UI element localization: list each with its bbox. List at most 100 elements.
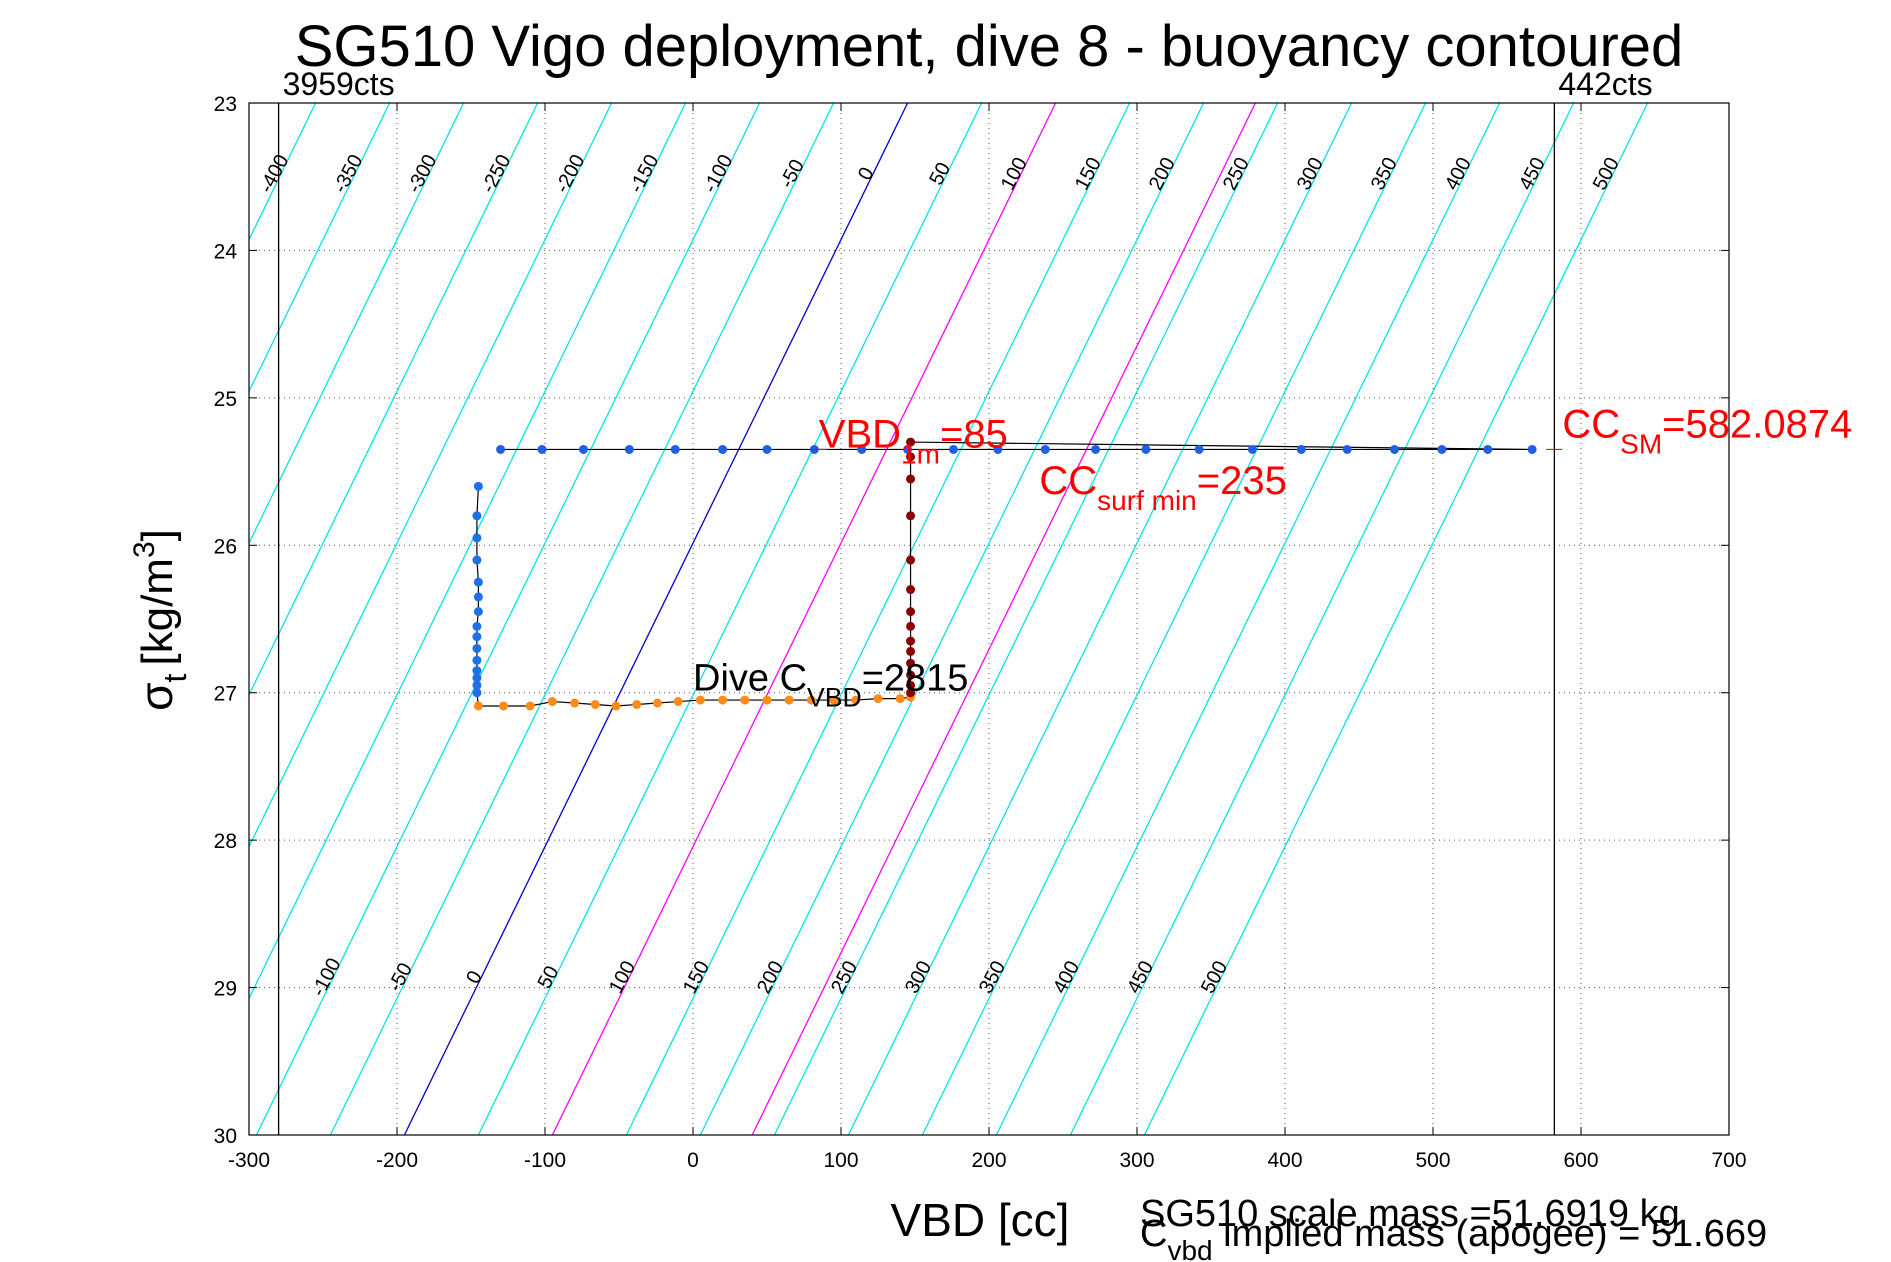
trajectory-point-surface xyxy=(903,444,913,454)
svg-text:σt[kg/m3]: σt [kg/m3] xyxy=(128,529,193,711)
trajectory-point-surface xyxy=(1483,444,1493,454)
contour-line xyxy=(249,103,613,849)
trajectory-point-surface xyxy=(624,444,634,454)
trajectory-point-ascent xyxy=(906,607,916,617)
y-axis-ticks: 23 24 25 26 27 28 29 30 xyxy=(214,93,1729,1148)
implied-mass-sub: vbd xyxy=(1167,1235,1212,1262)
trajectory-point-bottom xyxy=(652,698,662,708)
trajectory-point-surface xyxy=(993,444,1003,454)
annotation-label: VBD1m=85 xyxy=(819,412,1008,469)
grid-lines xyxy=(249,103,1729,1135)
trajectory-point-descent xyxy=(473,592,483,602)
trajectory-point-surface xyxy=(670,444,680,454)
implied-mass-label: Cvbd implied mass (apogee) = 51.669 xyxy=(1140,1213,1767,1262)
trajectory-point-bottom xyxy=(829,695,839,705)
trajectory-point-surface xyxy=(948,444,958,454)
trajectory-point-bottom xyxy=(673,697,683,707)
annotation-label: CCSM=582.0874 xyxy=(1562,402,1852,459)
y-tick-label: 26 xyxy=(214,535,237,558)
trajectory-point-descent xyxy=(472,655,482,665)
trajectory-point-descent xyxy=(472,511,482,521)
annotations: VBD1m=85 CCsurf min=235 CCSM=582.0874 Dive … xyxy=(693,402,1852,712)
trajectory-point-surface xyxy=(1390,444,1400,454)
y-tick-label: 25 xyxy=(214,388,237,411)
trajectory-point-surface xyxy=(1141,444,1151,454)
trajectory-point-descent xyxy=(472,688,482,698)
trajectory-point-surface xyxy=(578,444,588,454)
trajectory-point-bottom xyxy=(851,695,861,705)
trajectory-point-ascent xyxy=(906,636,916,646)
trajectory-point-surface xyxy=(762,444,772,454)
contour-line xyxy=(477,103,983,1135)
dive-trajectory xyxy=(472,437,1537,711)
annotation-label: Dive CVBD=2815 xyxy=(693,658,968,713)
contour-line xyxy=(751,103,1256,1135)
count-limit-lines: 3959cts 442cts xyxy=(277,66,1653,1135)
trajectory-point-ascent xyxy=(906,621,916,631)
contour-line xyxy=(249,103,391,393)
trajectory-point-ascent xyxy=(906,437,916,447)
y-tick-label: 23 xyxy=(214,93,237,116)
y-tick-label: 30 xyxy=(214,1125,237,1148)
y-tick-label: 29 xyxy=(214,978,237,1001)
contour-line xyxy=(329,103,835,1135)
x-axis-label: VBD [cc] xyxy=(891,1194,1070,1246)
trajectory-point-bottom xyxy=(762,695,772,705)
trajectory-point-bottom xyxy=(611,701,621,711)
y-label-unit: [kg/m xyxy=(133,558,182,666)
x-tick-label: 100 xyxy=(823,1149,858,1172)
contour-line xyxy=(773,103,1279,1135)
x-tick-label: 500 xyxy=(1415,1149,1450,1172)
y-tick-label: 24 xyxy=(214,240,238,263)
contour-line xyxy=(1069,103,1575,1135)
contour-line xyxy=(921,103,1427,1135)
contour-line xyxy=(249,103,539,697)
trajectory-point-descent xyxy=(472,673,482,683)
trajectory-point-bottom xyxy=(525,701,535,711)
trajectory-point-surface xyxy=(1437,444,1447,454)
trajectory-point-bottom xyxy=(718,695,728,705)
x-tick-label: -200 xyxy=(376,1149,418,1172)
trajectory-point-ascent xyxy=(906,646,916,656)
trajectory-point-ascent xyxy=(906,680,916,690)
trajectory-point-surface xyxy=(537,444,547,454)
y-tick-label: 28 xyxy=(214,830,237,853)
trajectory-point-descent xyxy=(472,666,482,676)
x-tick-label: 400 xyxy=(1267,1149,1302,1172)
x-tick-label: 300 xyxy=(1119,1149,1154,1172)
trajectory-point-ascent xyxy=(906,670,916,680)
contour-line xyxy=(625,103,1131,1135)
implied-mass-suffix: implied mass (apogee) = 51.669 xyxy=(1213,1213,1768,1255)
trajectory-point-descent xyxy=(472,632,482,642)
trajectory-point-descent xyxy=(472,621,482,631)
trajectory-point-surface xyxy=(496,444,506,454)
trajectory-point-descent xyxy=(472,555,482,565)
x-axis-ticks: -300 -200 -100 0 100 200 300 400 500 600 700 xyxy=(228,103,1747,1172)
trajectory-point-surface xyxy=(1296,444,1306,454)
implied-mass-prefix: C xyxy=(1140,1213,1167,1255)
contour-line xyxy=(249,103,465,545)
trajectory-point-descent xyxy=(472,533,482,543)
trajectory-point-bottom xyxy=(547,697,557,707)
trajectory-point-surface xyxy=(1091,444,1101,454)
y-axis-label: σt [kg/m3] xyxy=(128,529,193,711)
trajectory-point-bottom xyxy=(499,701,509,711)
trajectory-point-surface xyxy=(1194,444,1204,454)
y-label-close: ] xyxy=(133,529,182,541)
x-tick-label: -300 xyxy=(228,1149,270,1172)
trajectory-point-bottom xyxy=(570,698,580,708)
trajectory-point-ascent xyxy=(906,585,916,595)
trajectory-point-ascent xyxy=(906,452,916,462)
trajectory-point-bottom xyxy=(590,700,600,710)
trajectory-point-descent xyxy=(472,680,482,690)
y-label-sub: t xyxy=(157,674,193,683)
x-tick-label: 700 xyxy=(1711,1149,1746,1172)
trajectory-point-descent xyxy=(473,481,483,491)
trajectory-point-bottom xyxy=(806,695,816,705)
contour-line xyxy=(249,103,687,1000)
trajectory-point-bottom xyxy=(632,700,642,710)
contour-line xyxy=(255,103,761,1135)
contour-line xyxy=(403,103,909,1135)
trajectory-point-descent xyxy=(473,577,483,587)
